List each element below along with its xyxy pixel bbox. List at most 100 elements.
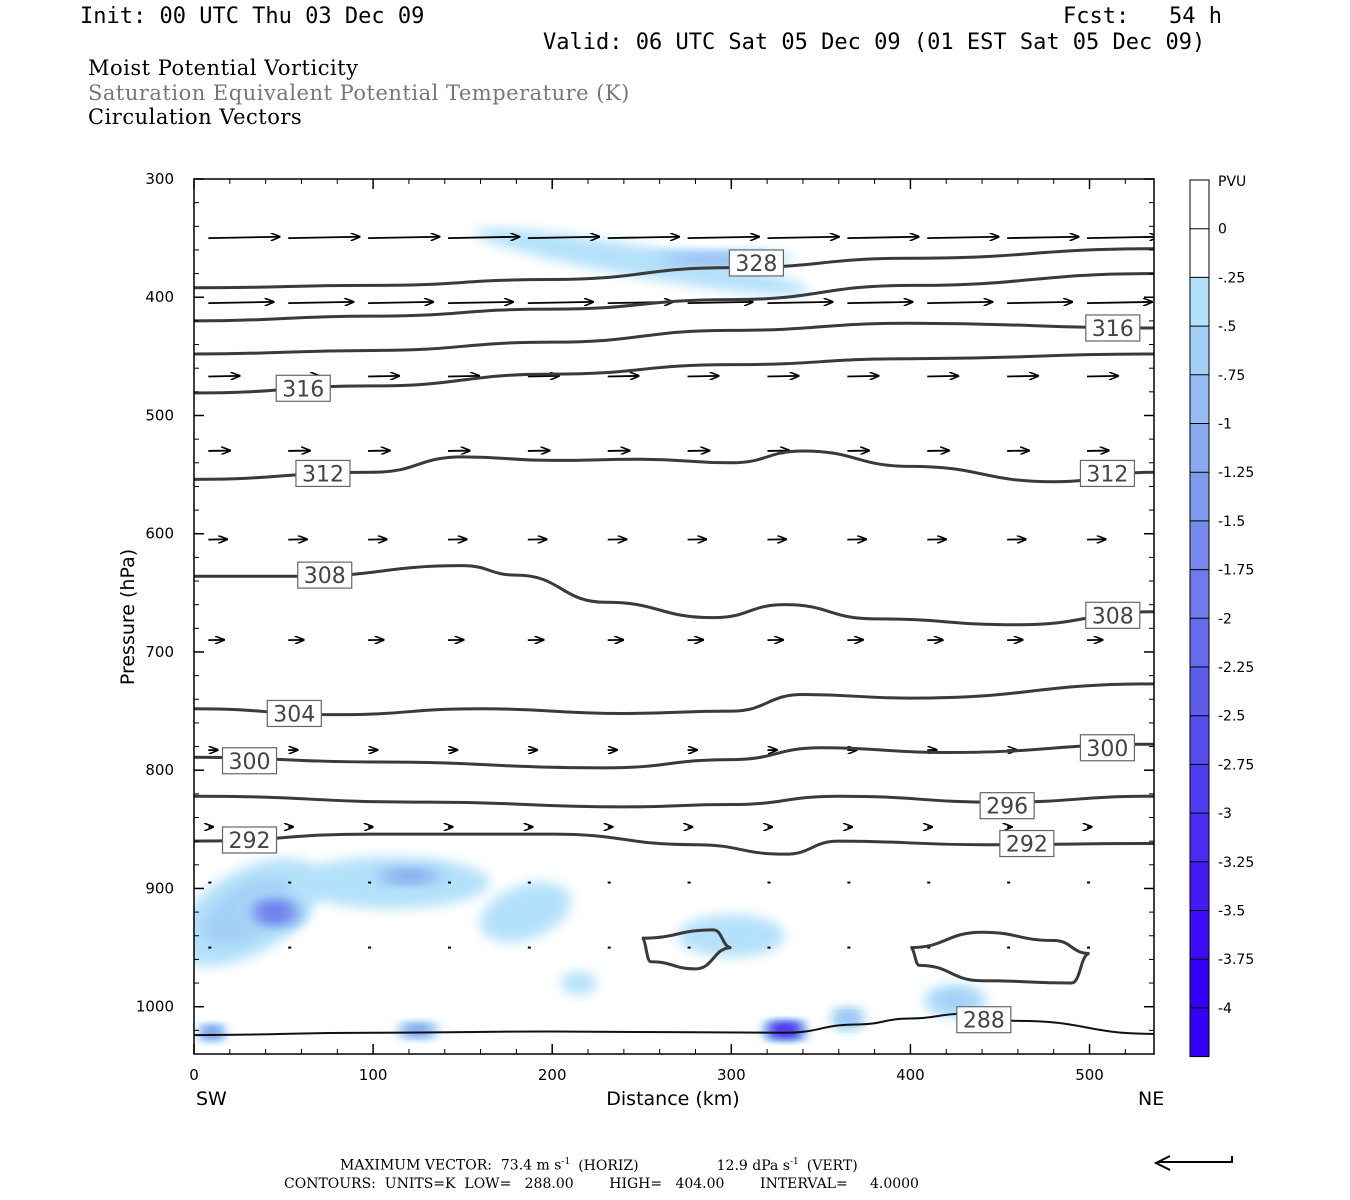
x-tick-label: 300 [717, 1066, 746, 1084]
contour-label: 328 [728, 249, 784, 277]
contour-label: 292 [999, 829, 1055, 858]
circulation-vector [288, 237, 359, 238]
colorbar-label: -4 [1218, 1001, 1232, 1017]
theta-contour [194, 272, 1154, 323]
colorbar-label: -2.75 [1218, 757, 1254, 773]
contour-label-box [297, 561, 353, 589]
x-axis-right-label: NE [1138, 1088, 1164, 1110]
circulation-vector [927, 237, 998, 238]
circulation-vector [687, 237, 759, 238]
pv-blob [479, 882, 571, 943]
y-tick-label: 1000 [136, 998, 174, 1016]
circulation-vector [1007, 237, 1078, 238]
contour-label-text: 328 [735, 252, 777, 277]
max-vector-arrowhead [1153, 1155, 1171, 1171]
contour-label-text: 300 [229, 750, 271, 775]
circulation-vector [208, 302, 273, 303]
theta-contour [194, 682, 1154, 717]
contour-label: 300 [1079, 734, 1136, 762]
plot-frame [193, 178, 1155, 1055]
colorbar-label: -2.25 [1218, 660, 1254, 676]
contour-label-text: 308 [304, 564, 346, 589]
pv-shading [194, 18, 1183, 1041]
contour-label-text: 300 [1086, 737, 1128, 762]
theta-contour [194, 832, 1154, 856]
pv-blob [561, 971, 597, 995]
colorbar-label: -3.5 [1218, 904, 1245, 920]
pv-blob [1060, 36, 1155, 97]
contour-label: 288 [956, 1006, 1012, 1034]
circulation-vectors [208, 237, 1154, 949]
circulation-vector [368, 302, 433, 303]
contour-label: 316 [1085, 314, 1141, 342]
circulation-vector [847, 237, 918, 238]
max-vector-arrow [1158, 1156, 1233, 1163]
colorbar-unit: PVU [1218, 174, 1246, 190]
colorbar-segment [1190, 959, 1209, 1008]
y-tick-label: 800 [145, 761, 174, 779]
circulation-vector [607, 237, 679, 238]
theta-contour [194, 564, 1154, 627]
contour-label: 312 [1079, 459, 1136, 488]
colorbar-label: -.5 [1218, 319, 1236, 335]
y-tick-label: 700 [145, 643, 174, 661]
colorbar-segment [1190, 277, 1209, 327]
contour-label: 292 [221, 826, 278, 854]
colorbar-label: -.75 [1218, 368, 1245, 384]
colorbar-label: -3 [1218, 806, 1232, 822]
y-tick-label: 600 [145, 525, 174, 543]
contour-label-box [275, 374, 331, 402]
contour-label: 308 [297, 561, 353, 589]
x-tick-label: 100 [359, 1066, 388, 1084]
colorbar-segment [1190, 228, 1209, 278]
x-tick-label: 400 [896, 1066, 925, 1084]
circulation-vector [767, 376, 798, 377]
colorbar-label: -2.5 [1218, 709, 1245, 725]
theta-contour [194, 321, 1154, 356]
contour-label-text: 292 [1006, 833, 1048, 858]
contour-label-box [728, 249, 784, 277]
y-tick-label: 300 [145, 170, 174, 188]
theta-contour-closed [640, 928, 732, 971]
colorbar-segment [1190, 861, 1209, 911]
circulation-vector [368, 376, 399, 377]
contour-label-text: 304 [273, 702, 315, 727]
colorbar-label: -3.75 [1218, 952, 1254, 968]
theta-contour [194, 352, 1154, 395]
colorbar-segment [1190, 1007, 1209, 1057]
pv-blob [1031, 18, 1183, 116]
circulation-vector [208, 237, 279, 238]
circulation-vector [527, 376, 559, 377]
circulation-vector [687, 302, 753, 303]
colorbar-segment [1190, 472, 1209, 521]
theta-contour [194, 247, 1154, 290]
pv-blob [677, 914, 786, 958]
circulation-vector [1007, 376, 1038, 377]
plot-border [193, 178, 1155, 1055]
circulation-vector [447, 237, 519, 238]
circulation-vector [368, 237, 439, 238]
contour-info-line: CONTOURS: UNITS=K LOW= 288.00 HIGH= 404.… [284, 1176, 919, 1192]
init-time-label: Init: 00 UTC Thu 03 Dec 09 [80, 4, 425, 29]
contour-label: 316 [275, 374, 331, 402]
contour-label-text: 312 [1086, 462, 1128, 487]
max-vector-line: MAXIMUM VECTOR: 73.4 m s-1 (HORIZ) 12.9 dP… [340, 1157, 858, 1174]
contour-label-box [1085, 601, 1141, 629]
pv-blob [389, 871, 429, 882]
circulation-vector [927, 302, 992, 303]
contour-label-box [999, 829, 1055, 858]
y-tick-label: 900 [145, 879, 174, 897]
circulation-vector [527, 237, 599, 238]
theta-contour-closed [909, 930, 1091, 985]
colorbar-segment [1190, 715, 1209, 765]
contour-label-box [1079, 459, 1136, 488]
colorbar-segment [1190, 910, 1209, 960]
pv-blob [838, 1012, 857, 1025]
field-title-pv: Moist Potential Vorticity [88, 56, 359, 80]
circulation-vector [1007, 302, 1072, 303]
colorbar-label: 0 [1218, 222, 1227, 238]
colorbar-label: -.25 [1218, 270, 1245, 286]
contour-label-box [1085, 314, 1141, 342]
colorbar-segment [1190, 618, 1209, 667]
